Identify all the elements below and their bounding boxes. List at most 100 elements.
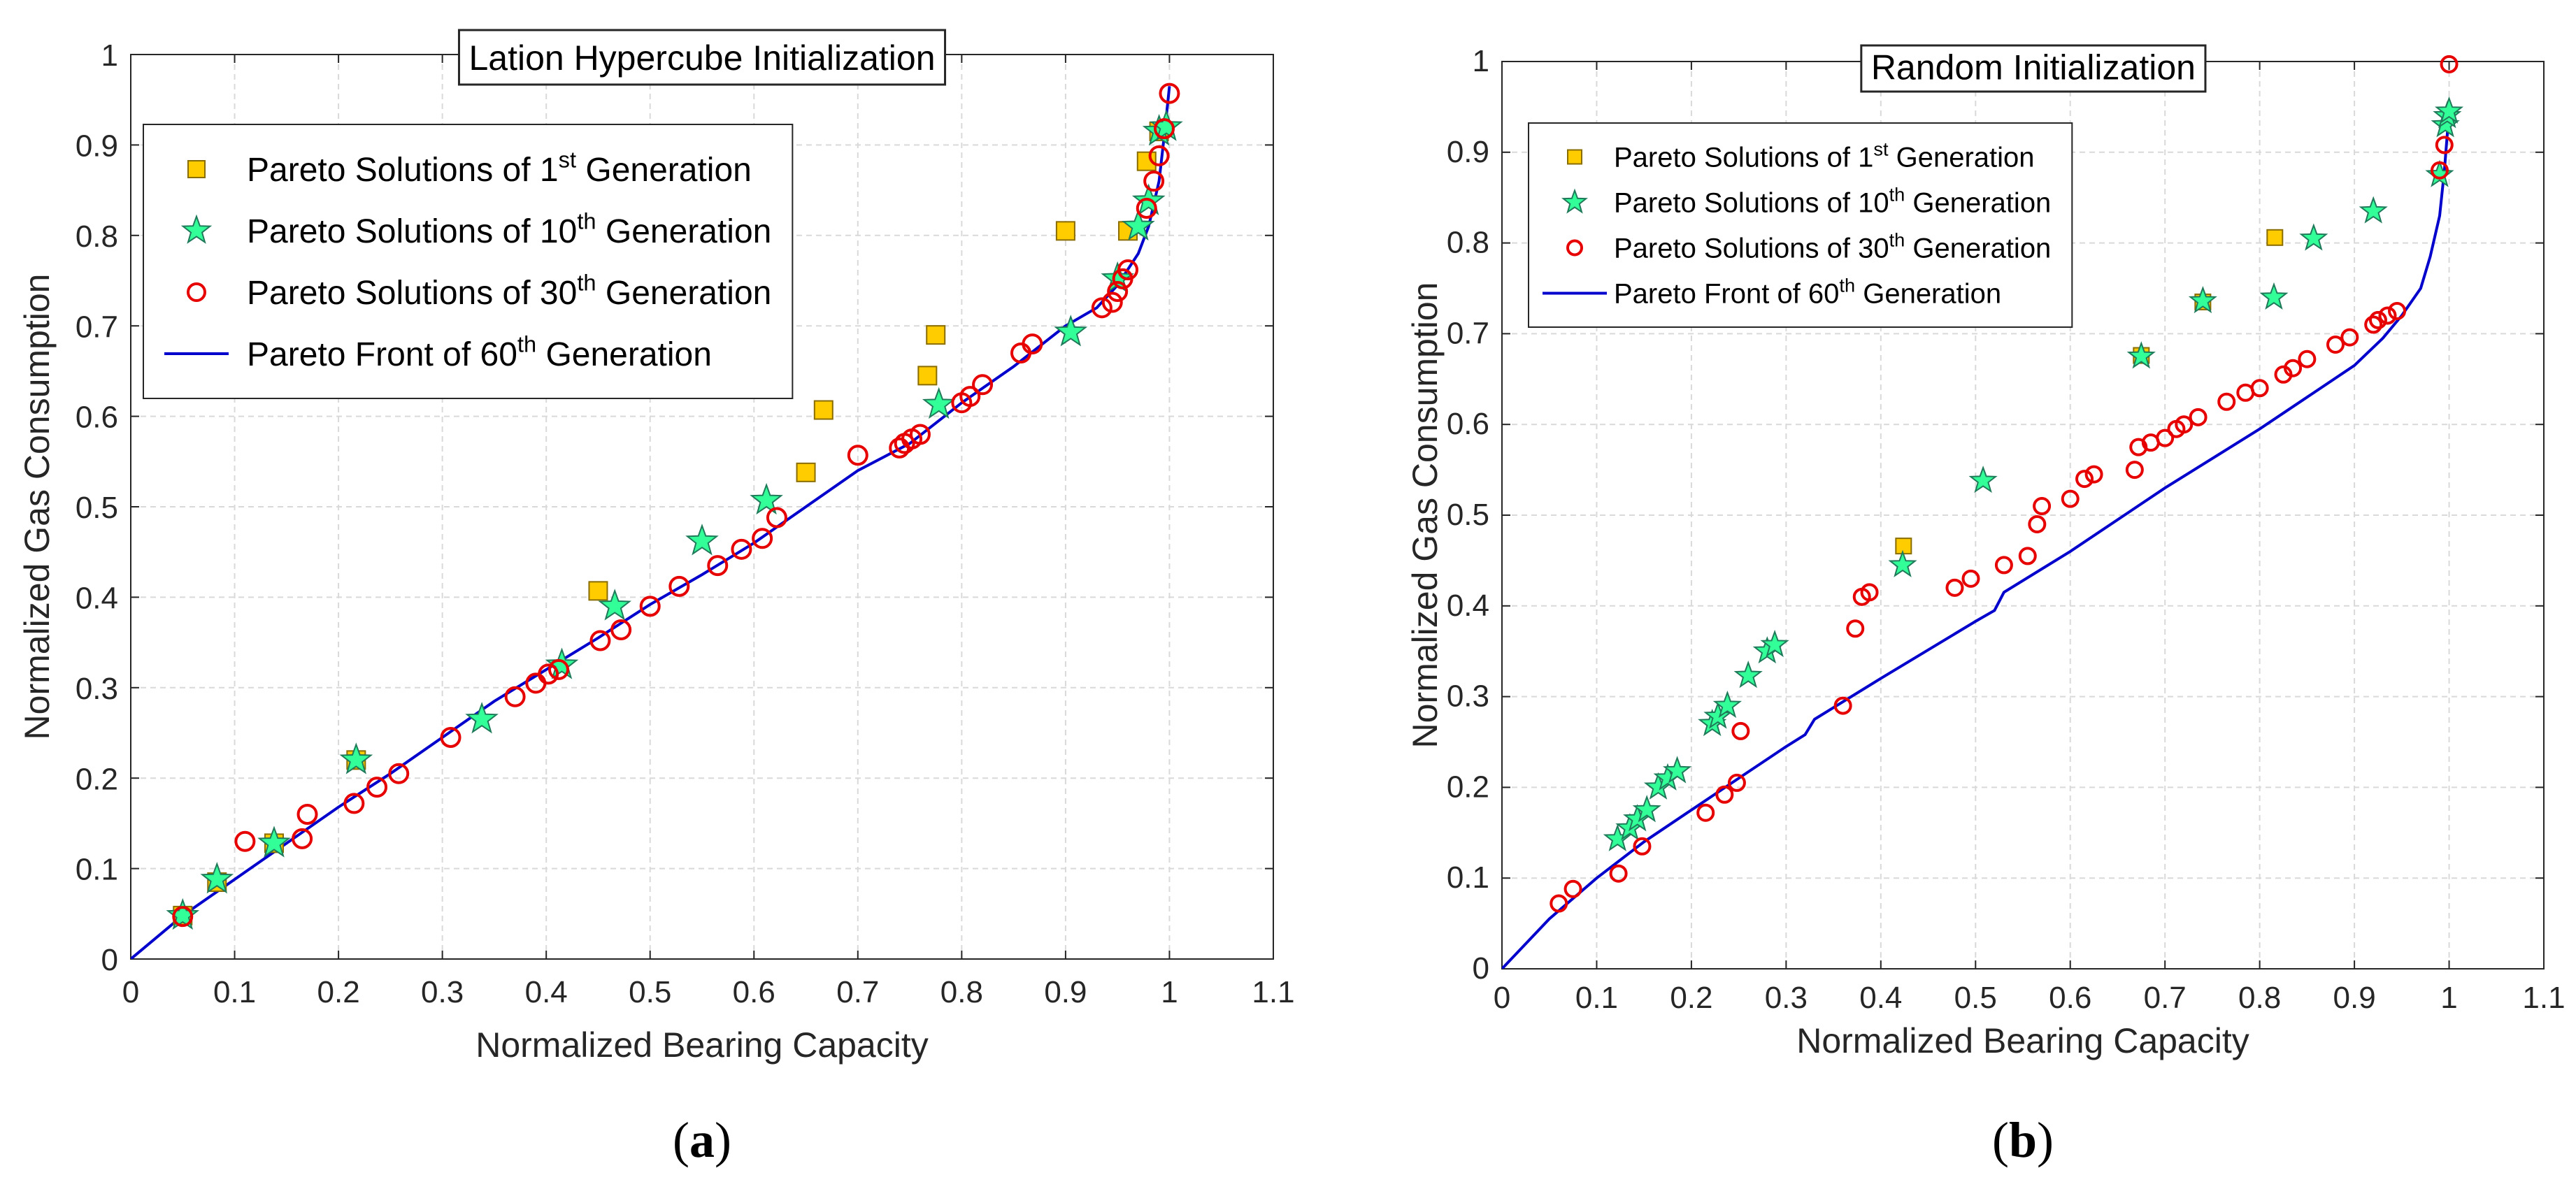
legend-entry: Pareto Front of 60th Generation bbox=[1614, 275, 2001, 310]
data-point-circle bbox=[296, 803, 318, 825]
data-point-star bbox=[2359, 196, 2388, 224]
data-point-star bbox=[1663, 756, 1692, 784]
data-point-circle bbox=[2388, 301, 2407, 320]
data-point-star bbox=[750, 482, 783, 515]
series-circle-points bbox=[172, 82, 1180, 928]
y-tick-label: 0.5 bbox=[76, 491, 118, 525]
data-point-circle bbox=[1961, 569, 1980, 588]
x-tick-label: 0.3 bbox=[421, 975, 464, 1009]
pareto-front-line bbox=[1502, 111, 2451, 969]
legend-entry-main: Pareto Solutions of 1 bbox=[247, 152, 559, 189]
caption-open-paren: ( bbox=[673, 1112, 689, 1168]
data-point-star bbox=[2188, 286, 2217, 314]
data-point-circle bbox=[1022, 333, 1043, 355]
legend-entry: Pareto Solutions of 1st Generation bbox=[1614, 138, 2035, 173]
legend: Pareto Solutions of 1st GenerationPareto… bbox=[143, 124, 794, 399]
data-point-circle bbox=[388, 763, 410, 784]
series-star-points bbox=[1603, 96, 2464, 851]
data-point-star bbox=[2425, 159, 2454, 187]
data-point-star bbox=[545, 647, 579, 679]
data-point-star bbox=[166, 898, 200, 930]
data-point-square bbox=[917, 366, 938, 386]
legend: Pareto Solutions of 1st Generation Pareto… bbox=[1528, 122, 2073, 328]
data-point-square bbox=[2266, 229, 2284, 246]
y-tick-label: 0 bbox=[101, 943, 118, 977]
y-tick-label: 0.2 bbox=[1447, 770, 1489, 804]
legend-entry-main: Pareto Front of 60 bbox=[1614, 279, 1839, 310]
y-tick-label: 0.5 bbox=[1447, 498, 1489, 532]
x-tick-label: 0.7 bbox=[836, 975, 879, 1009]
data-point-circle bbox=[2326, 335, 2345, 354]
series-circle-points bbox=[1550, 55, 2459, 913]
legend-circle-symbol bbox=[1566, 239, 1583, 257]
data-point-circle bbox=[1609, 864, 1628, 883]
data-point-circle bbox=[2075, 470, 2094, 489]
panel-a-chart: 0 0.1 0.2 0.3 0.4 0.5 0.6 0.7 0.8 0.9 1 1.1 0 0.1 0.2 0… bbox=[17, 29, 1295, 1168]
data-point-circle bbox=[2156, 428, 2175, 447]
data-point-circle bbox=[2284, 359, 2303, 377]
data-point-circle bbox=[1117, 259, 1139, 280]
legend-square-symbol bbox=[1567, 149, 1582, 165]
caption-open-paren: ( bbox=[1992, 1112, 2009, 1168]
x-tick-label: 1.1 bbox=[1252, 975, 1294, 1009]
data-point-circle bbox=[343, 793, 365, 814]
caption-letter: a bbox=[689, 1112, 715, 1168]
y-tick-label: 0.8 bbox=[76, 219, 118, 254]
legend-entry-suffix: Generation bbox=[1905, 233, 2051, 264]
legend-star-symbol bbox=[180, 214, 213, 244]
data-point-circle bbox=[707, 555, 729, 577]
data-point-circle bbox=[1159, 82, 1180, 104]
data-point-star bbox=[2435, 96, 2464, 124]
panel-b-chart: 0 0.1 0.2 0.3 0.4 0.5 0.6 0.7 0.8 0.9 1 1.1 0 0.1 0.2 0… bbox=[1405, 44, 2566, 1168]
legend-entry: Pareto Solutions of 1st Generation bbox=[247, 147, 752, 189]
data-point-circle bbox=[1696, 803, 1715, 822]
chart-title-box bbox=[1860, 44, 2207, 93]
legend-entry-suffix: Generation bbox=[536, 336, 712, 373]
data-point-circle bbox=[972, 374, 994, 396]
y-tick-label: 0.8 bbox=[1447, 226, 1489, 260]
x-axis-label: Normalized Bearing Capacity bbox=[475, 1025, 929, 1065]
x-tick-label: 0.2 bbox=[317, 975, 360, 1009]
data-point-circle bbox=[1633, 837, 1652, 856]
data-point-square bbox=[1055, 221, 1075, 241]
chart-title: Random Initialization bbox=[1871, 48, 2196, 87]
x-tick-label: 0.5 bbox=[1954, 981, 1997, 1015]
legend-entry: Pareto Solutions of 10th Generation bbox=[1614, 184, 2051, 219]
legend-entry-suffix: Generation bbox=[1905, 188, 2051, 219]
data-point-star bbox=[922, 387, 956, 419]
caption-close-paren: ) bbox=[715, 1112, 731, 1168]
data-point-star bbox=[685, 524, 719, 556]
data-point-square bbox=[796, 462, 816, 482]
data-point-star bbox=[339, 742, 373, 774]
x-axis-label: Normalized Bearing Capacity bbox=[1796, 1021, 2249, 1060]
data-point-star bbox=[1122, 208, 1155, 241]
data-point-circle bbox=[2435, 136, 2454, 154]
y-tick-label: 0.6 bbox=[1447, 407, 1489, 441]
data-point-circle bbox=[1715, 785, 1734, 804]
x-tick-label: 1 bbox=[2440, 981, 2457, 1015]
data-point-circle bbox=[440, 726, 461, 748]
data-point-star bbox=[1054, 315, 1088, 347]
data-point-circle bbox=[2175, 415, 2194, 434]
y-axis-label: Normalized Gas Consumption bbox=[17, 274, 57, 740]
data-point-star bbox=[2259, 282, 2289, 310]
data-point-circle bbox=[2061, 489, 2080, 508]
data-point-star bbox=[1632, 795, 1661, 823]
data-point-circle bbox=[234, 830, 256, 852]
x-tick-label: 0.6 bbox=[733, 975, 775, 1009]
data-point-circle bbox=[548, 658, 570, 680]
legend-entry: Pareto Solutions of 30th Generation bbox=[1614, 229, 2051, 264]
data-point-circle bbox=[2033, 497, 2052, 516]
data-point-circle bbox=[731, 538, 752, 560]
legend-entry: Pareto Front of 60th Generation bbox=[247, 331, 712, 373]
data-point-square bbox=[588, 581, 608, 601]
chart-title-box bbox=[457, 29, 947, 86]
legend-circle-symbol bbox=[187, 282, 206, 302]
data-point-circle bbox=[1846, 619, 1865, 638]
data-point-circle bbox=[1994, 556, 2013, 575]
legend-entry-sup: st bbox=[1873, 138, 1889, 160]
data-point-star bbox=[1968, 466, 1998, 493]
y-tick-label: 0.6 bbox=[76, 401, 118, 435]
x-tick-label: 0.5 bbox=[629, 975, 671, 1009]
x-tick-label: 0.6 bbox=[2049, 981, 2091, 1015]
